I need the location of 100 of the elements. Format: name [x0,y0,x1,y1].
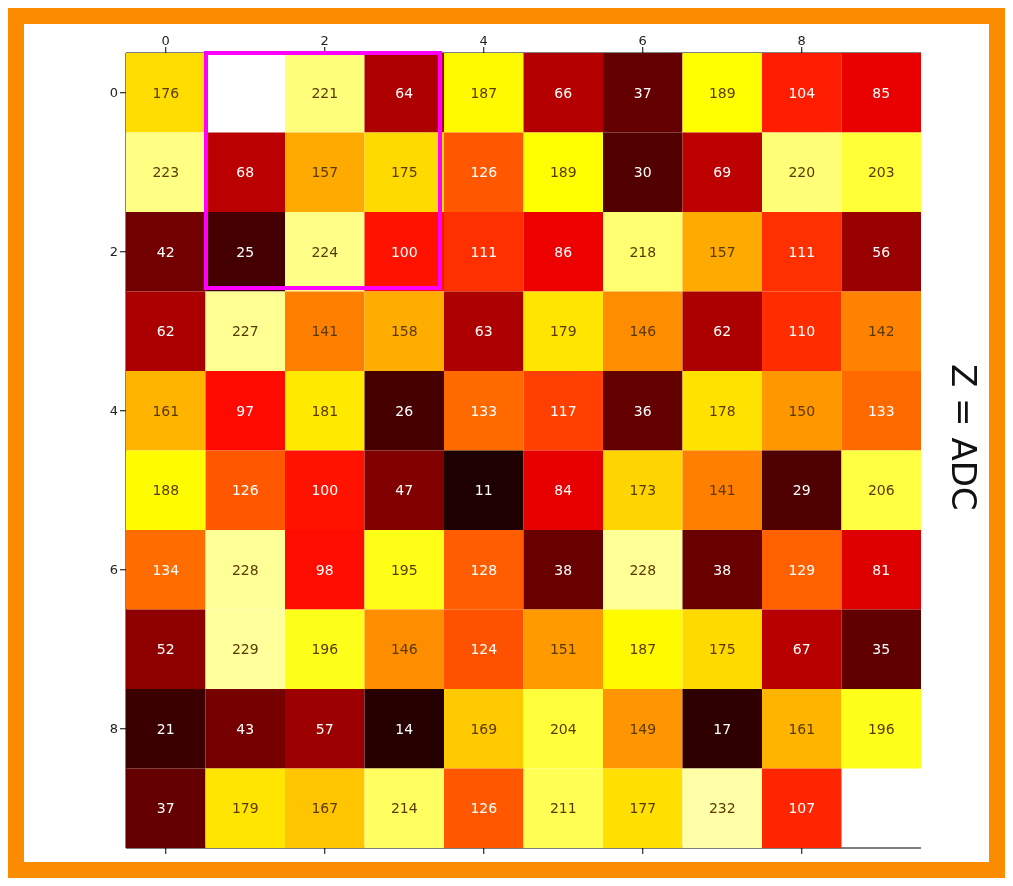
data-label: 36 [633,402,652,419]
data-label: 104 [788,84,816,101]
data-label: 86 [554,243,573,260]
data-label: 176 [152,84,180,101]
data-label: 107 [788,800,816,817]
data-label: 179 [549,323,577,340]
data-label: 214 [390,800,418,817]
data-label: 25 [236,243,255,260]
data-label: 57 [315,720,334,737]
data-label: 111 [788,243,816,260]
x-tick-label: 8 [797,33,806,48]
data-label: 146 [390,641,418,658]
data-label: 211 [549,800,577,817]
data-label: 66 [554,84,573,101]
data-label: 56 [872,243,891,260]
data-label: 196 [867,720,895,737]
data-label: 37 [156,800,175,817]
data-label: 175 [390,164,418,181]
data-label: 81 [872,561,891,578]
data-label: 141 [708,482,736,499]
data-label: 220 [788,164,816,181]
data-label: 47 [395,482,414,499]
data-label: 157 [311,164,339,181]
data-label: 173 [629,482,657,499]
data-label: 100 [390,243,418,260]
data-label: 129 [788,561,816,578]
data-label: 84 [554,482,573,499]
data-label: 62 [156,323,175,340]
x-tick-label: 4 [479,33,488,48]
data-label: 157 [708,243,736,260]
data-label: 204 [549,720,577,737]
data-label: 232 [708,800,736,817]
data-label: 17 [713,720,732,737]
data-label: 203 [867,164,895,181]
y-tick-label: 6 [109,562,118,578]
y-tick-label: 8 [109,721,118,737]
data-label: 21 [156,720,175,737]
data-label: 100 [311,482,339,499]
data-label: 69 [713,164,732,181]
data-label: 229 [231,641,259,658]
data-label: 126 [231,482,259,499]
data-label: 177 [629,800,657,817]
data-label: 161 [152,402,180,419]
x-tick-label: 6 [638,33,647,48]
data-label: 30 [633,164,652,181]
y-tick-label: 0 [109,85,118,101]
data-label: 149 [629,720,657,737]
text: Z = ADC [944,364,984,513]
data-label: 35 [872,641,891,658]
y-tick-label: 4 [109,403,118,419]
data-label: 98 [315,561,334,578]
data-label: 133 [867,402,895,419]
data-label: 110 [788,323,816,340]
data-label: 68 [236,164,255,181]
data-label: 63 [474,323,493,340]
data-label: 227 [231,323,259,340]
data-label: 26 [395,402,414,419]
data-label: 178 [708,402,736,419]
data-label: 85 [872,84,891,101]
data-label: 187 [629,641,657,658]
data-label: 134 [152,561,180,578]
data-label: 97 [236,402,255,419]
data-label: 158 [390,323,418,340]
data-label: 167 [311,800,339,817]
data-label: 175 [708,641,736,658]
data-label: 37 [633,84,652,101]
data-label: 146 [629,323,657,340]
data-label: 141 [311,323,339,340]
data-label: 195 [390,561,418,578]
data-label: 14 [395,720,414,737]
data-label: 133 [470,402,498,419]
data-label: 224 [311,243,339,260]
data-label: 181 [311,402,339,419]
data-label: 62 [713,323,732,340]
data-label: 11 [474,482,493,499]
data-label: 64 [395,84,414,101]
y-tick-label: 2 [109,244,118,260]
data-label: 188 [152,482,180,499]
data-label: 189 [549,164,577,181]
data-label: 196 [311,641,339,658]
x-tick-label: 2 [320,33,329,48]
data-label: 206 [867,482,895,499]
x-tick-label: 0 [161,33,170,48]
data-label: 111 [470,243,498,260]
data-label: 126 [470,164,498,181]
data-label: 187 [470,84,498,101]
data-label: 128 [470,561,498,578]
data-label: 126 [470,800,498,817]
data-label: 67 [792,641,811,658]
data-label: 42 [156,243,175,260]
data-label: 169 [470,720,498,737]
data-label: 38 [713,561,732,578]
data-label: 124 [470,641,498,658]
data-label: 142 [867,323,895,340]
data-label: 228 [231,561,259,578]
data-label: 179 [231,800,259,817]
data-label: 38 [554,561,573,578]
data-label: 221 [311,84,339,101]
data-label: 189 [708,84,736,101]
data-label: 228 [629,561,657,578]
